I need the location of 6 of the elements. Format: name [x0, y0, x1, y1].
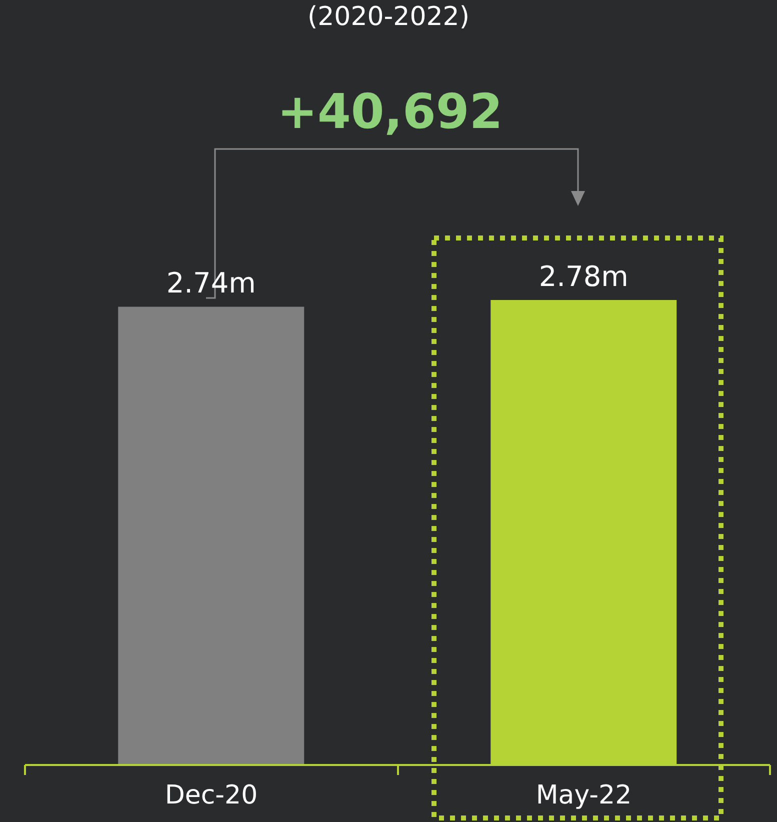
x-tick-label: May-22: [536, 780, 632, 810]
data-label: 2.78m: [538, 260, 628, 293]
x-tick-label: Dec-20: [164, 780, 258, 810]
text: +40,692: [276, 84, 504, 140]
data-label: 2.74m: [166, 266, 256, 300]
chart-title: (2020-2022): [306, 2, 470, 32]
